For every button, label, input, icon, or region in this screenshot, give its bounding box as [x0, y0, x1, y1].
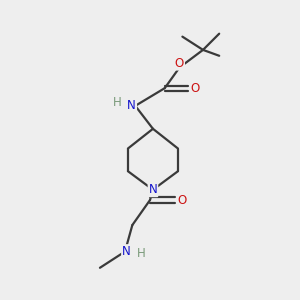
Text: N: N	[148, 183, 157, 196]
Text: O: O	[177, 194, 186, 207]
Text: H: H	[112, 96, 122, 110]
Text: H: H	[137, 247, 146, 260]
Text: N: N	[122, 245, 131, 258]
Text: O: O	[175, 57, 184, 70]
Text: O: O	[190, 82, 200, 95]
Text: N: N	[128, 99, 136, 112]
